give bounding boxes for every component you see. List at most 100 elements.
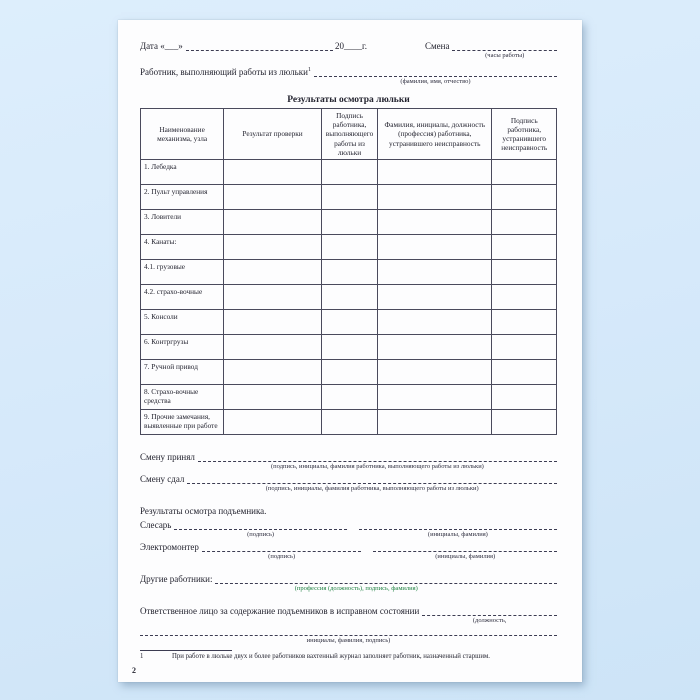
empty-cell [320,183,379,210]
empty-cell [320,408,379,435]
row-label: 8. Страхо-вочные средства [139,383,225,410]
empty-cell [491,258,557,285]
empty-cell [377,158,493,185]
empty-cell [377,308,493,335]
table-title: Результаты осмотра люльки [287,95,410,106]
shift-accepted-blank-line [197,451,557,462]
empty-cell [223,408,322,435]
empty-cell [223,183,322,210]
year-label: 20____г. [335,41,367,51]
row-label: 4. Канаты: [139,233,225,260]
electrician-signature-group: (подпись) [201,541,362,561]
electrician-row: Электромонтер (подпись) (инициалы, фамил… [140,541,557,561]
empty-cell [377,383,493,410]
other-workers-row: Другие работники: (профессия (должность)… [140,573,557,593]
responsible-name-group: инициалы, фамилия, подпись) [140,628,557,645]
footnote-marker-sup: 1 [307,67,311,74]
empty-cell [223,358,322,385]
table-row: 4.2. страхо-вочные [139,283,557,310]
date-label: Дата «___» [140,41,183,51]
shift-handed-label: Смену сдал [140,473,185,484]
table-row: 1. Лебедка [139,158,557,185]
empty-cell [377,333,493,360]
table-row: 9. Прочие замечания, выявленные при рабо… [139,408,557,435]
responsible-name-line [140,628,557,636]
shift-accepted-row: Смену принял (подпись, инициалы, фамилия… [140,451,557,471]
other-workers-blank-line [215,573,557,585]
mechanic-name-line [358,519,557,531]
shift-blank-line [452,40,557,51]
hoist-inspection-title: Результаты осмотра подъемника. [140,506,267,517]
empty-cell [377,208,493,235]
empty-cell [491,208,557,235]
shift-accepted-caption: (подпись, инициалы, фамилия работника, в… [270,462,484,470]
empty-cell [491,333,557,360]
table-row: 5. Консоли [139,308,557,335]
empty-cell [320,233,379,260]
empty-cell [320,283,379,310]
row-label: 5. Консоли [139,308,225,335]
mechanic-name-caption: (инициалы, фамилия) [427,531,488,539]
row-label: 2. Пульт управления [139,183,225,210]
shift-label: Смена [424,41,450,51]
worker-label: Работник, выполняющий работы из люльки1 [140,67,311,78]
responsible-position-group: (должность, [422,605,557,625]
shift-caption: (часы работы) [485,52,525,59]
date-shift-row: Дата «___» 20____г. Смена (часы работы) [140,40,557,60]
scanned-form-page: Дата «___» 20____г. Смена (часы работы) … [118,20,582,682]
table-header-row: Наименование механизма, узла Результат п… [139,108,557,160]
responsible-row: Ответственное лицо за содержание подъемн… [140,605,557,625]
empty-cell [223,283,322,310]
col-header-fixer-name: Фамилия, инициалы, должность (профессия)… [377,108,493,160]
table-row: 2. Пульт управления [139,183,557,210]
empty-cell [377,183,493,210]
empty-cell [377,358,493,385]
date-blank-line [185,40,334,51]
table-row: 7. Ручной привод [139,358,557,385]
inspection-table: Наименование механизма, узла Результат п… [139,108,557,435]
mechanic-signature-caption: (подпись) [247,531,275,539]
row-label: 1. Лебедка [139,158,225,185]
empty-cell [320,208,379,235]
empty-cell [491,358,557,385]
worker-blank-line [313,66,557,78]
responsible-name-row: инициалы, фамилия, подпись) [140,628,557,645]
mechanic-label: Слесарь [140,520,172,531]
row-label: 4.2. страхо-вочные [139,283,225,310]
shift-handed-line-group: (подпись, инициалы, фамилия работника, в… [187,473,557,493]
empty-cell [491,283,557,310]
electrician-signature-line [201,541,362,553]
col-header-worker-signature: Подпись работника, выполняющего работы и… [320,108,379,160]
col-header-result: Результат проверки [223,108,322,160]
shift-line-group: (часы работы) [452,40,557,60]
empty-cell [377,408,493,435]
row-label: 7. Ручной привод [139,358,225,385]
responsible-name-caption: инициалы, фамилия, подпись) [306,636,391,644]
other-workers-label: Другие работники: [140,574,213,585]
mechanic-name-group: (инициалы, фамилия) [358,519,557,539]
shift-accepted-label: Смену принял [140,451,195,462]
col-header-fixer-signature: Подпись работника, устранившего неисправ… [491,108,557,160]
electrician-name-line [373,541,557,553]
empty-cell [223,158,322,185]
empty-cell [223,333,322,360]
empty-cell [320,333,379,360]
worker-caption: (фамилия, имя, отчество) [400,78,471,86]
footnote-separator [140,649,232,651]
shift-accepted-line-group: (подпись, инициалы, фамилия работника, в… [197,451,557,471]
table-row: 4.1. грузовые [139,258,557,285]
empty-cell [320,258,379,285]
electrician-label: Электромонтер [140,542,199,553]
empty-cell [491,308,557,335]
mechanic-signature-group: (подпись) [174,519,347,539]
responsible-position-caption: (должность, [472,617,507,625]
empty-cell [320,158,379,185]
empty-cell [491,158,557,185]
mechanic-row: Слесарь (подпись) (инициалы, фамилия) [140,519,557,539]
worker-row: Работник, выполняющий работы из люльки1 … [140,66,557,86]
shift-handed-row: Смену сдал (подпись, инициалы, фамилия р… [140,473,557,493]
empty-cell [377,258,493,285]
electrician-signature-caption: (подпись) [268,553,296,561]
empty-cell [377,283,493,310]
table-row: 3. Ловители [139,208,557,235]
